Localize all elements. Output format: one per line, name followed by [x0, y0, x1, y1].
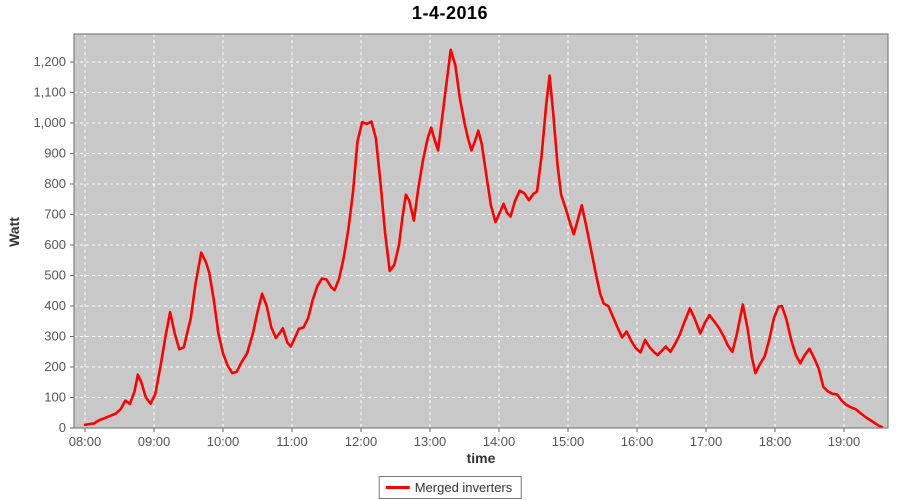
y-tick-label: 1,100: [33, 85, 66, 100]
x-tick-label: 19:00: [828, 434, 861, 449]
x-tick-label: 10:00: [207, 434, 240, 449]
y-tick-label: 1,000: [33, 115, 66, 130]
y-tick-label: 0: [59, 420, 66, 435]
chart-title: 1-4-2016: [411, 3, 489, 23]
x-tick-label: 15:00: [552, 434, 585, 449]
legend-label: Merged inverters: [414, 480, 513, 495]
x-tick-label: 11:00: [276, 434, 308, 449]
y-tick-label: 300: [44, 329, 66, 344]
x-tick-label: 12:00: [345, 434, 378, 449]
x-tick-label: 13:00: [414, 434, 447, 449]
x-axis-label: time: [466, 450, 496, 466]
plot-background: [74, 34, 888, 428]
x-tick-label: 08:00: [69, 434, 102, 449]
x-tick-label: 09:00: [138, 434, 171, 449]
y-tick-label: 800: [44, 176, 66, 191]
y-tick-label: 700: [44, 207, 66, 222]
y-tick-label: 500: [44, 268, 66, 283]
y-tick-label: 200: [44, 359, 66, 374]
legend-box: Merged inverters: [378, 476, 522, 499]
plot-border: [73, 33, 889, 429]
x-tick-label: 17:00: [690, 434, 723, 449]
y-tick-label: 900: [44, 146, 66, 161]
x-tick-label: 14:00: [483, 434, 516, 449]
legend-line-icon: [385, 486, 410, 489]
x-tick-label: 16:00: [621, 434, 654, 449]
y-tick-label: 400: [44, 298, 66, 313]
y-tick-label: 600: [44, 237, 66, 252]
y-tick-label: 100: [44, 390, 66, 405]
series-line-merged-inverters: [83, 48, 884, 429]
y-tick-label: 1,200: [33, 54, 66, 69]
x-tick-label: 18:00: [759, 434, 792, 449]
